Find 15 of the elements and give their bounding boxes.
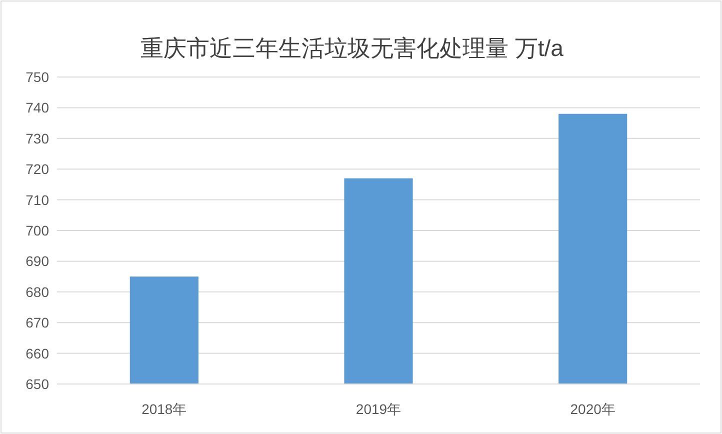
y-tick-label: 710 [26, 192, 50, 208]
y-tick-label: 740 [26, 100, 50, 116]
y-tick-label: 690 [26, 253, 50, 270]
x-tick-label: 2018年 [142, 401, 187, 417]
chart-title: 重庆市近三年生活垃圾无害化处理量 万t/a [140, 35, 564, 61]
x-tick-label: 2020年 [570, 401, 616, 417]
y-tick-label: 670 [26, 314, 50, 331]
y-tick-label: 660 [26, 345, 50, 362]
y-tick-label: 750 [26, 69, 50, 85]
y-tick-label: 730 [26, 130, 50, 146]
y-tick-label: 720 [26, 161, 50, 178]
y-tick-label: 650 [26, 376, 50, 392]
y-tick-label: 680 [26, 284, 50, 300]
x-tick-label: 2019年 [356, 401, 402, 417]
y-tick-label: 700 [26, 222, 50, 238]
